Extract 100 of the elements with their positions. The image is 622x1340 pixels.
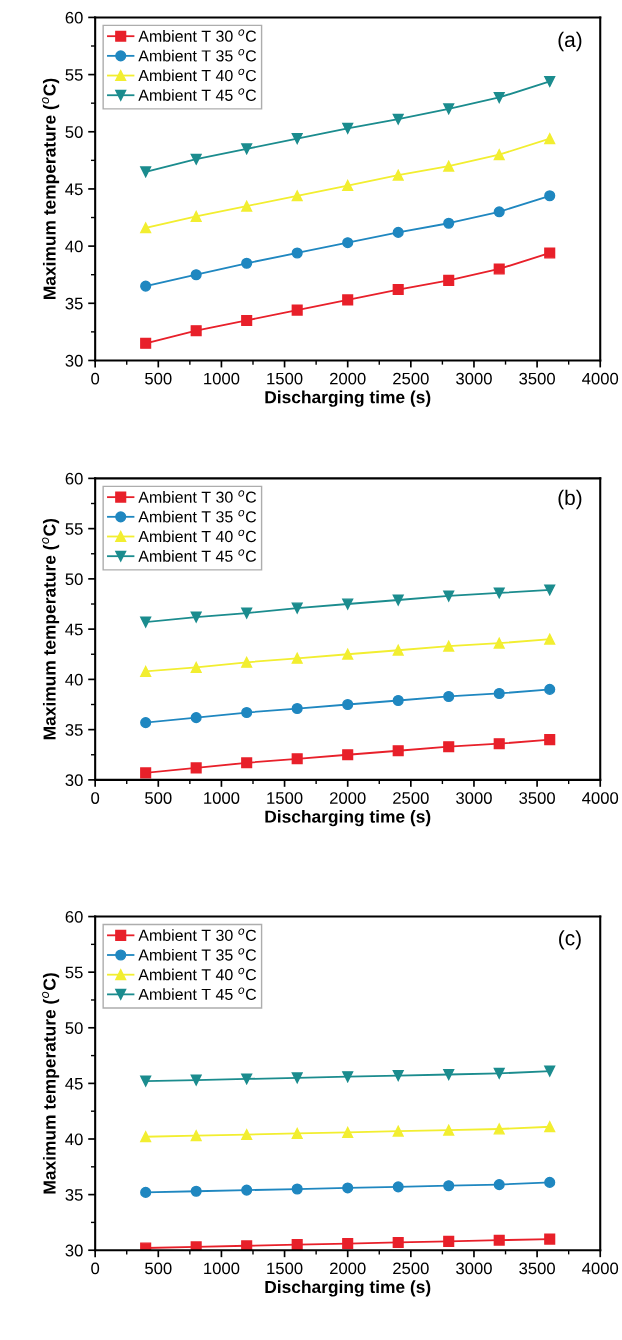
legend-label: Ambient T 30 $^{o}$C	[138, 928, 257, 941]
point	[291, 190, 303, 202]
point	[140, 1131, 152, 1143]
point	[291, 1072, 303, 1084]
y-axis-title: Maximum temperature ($^{o}$C)	[42, 973, 60, 1194]
x-tick-label: 0	[91, 1262, 100, 1275]
point	[342, 598, 354, 610]
point	[392, 745, 404, 757]
x-tick-label: 0	[91, 372, 100, 385]
y-tick-label: 35	[65, 724, 83, 736]
point	[493, 263, 505, 275]
point	[190, 210, 202, 222]
point	[291, 753, 303, 765]
point	[140, 222, 152, 234]
point	[241, 656, 253, 668]
x-tick-label: 3000	[456, 1262, 492, 1275]
point	[190, 1241, 202, 1251]
point	[342, 698, 354, 711]
x-tick-label: 2500	[393, 1262, 429, 1275]
y-tick-label: 55	[65, 69, 83, 81]
point	[140, 717, 152, 729]
x-tick-label: 2000	[330, 792, 366, 804]
y-tick-label: 50	[65, 126, 83, 138]
y-tick-label: 40	[65, 1133, 83, 1146]
point	[291, 602, 303, 614]
point	[392, 644, 404, 656]
x-tick-label: 3500	[519, 792, 555, 804]
y-tick-label: 40	[65, 240, 83, 253]
x-tick-label: 2500	[393, 372, 429, 385]
x-tick-label: 1000	[204, 1262, 240, 1275]
point	[392, 1125, 404, 1137]
legend-label: Ambient T 35 $^{o}$C	[138, 948, 257, 961]
legend-label: Ambient T 45 $^{o}$C	[138, 88, 257, 101]
point	[291, 1239, 303, 1251]
annotation: (c)	[559, 930, 581, 950]
point	[493, 1123, 505, 1135]
point	[291, 304, 303, 316]
point	[140, 616, 152, 628]
point	[493, 587, 505, 599]
point	[544, 75, 556, 88]
x-tick-label: 500	[145, 372, 172, 385]
point	[140, 1186, 152, 1198]
point	[140, 166, 152, 178]
point	[140, 665, 152, 677]
point	[342, 749, 354, 761]
y-axis-title: Maximum temperature ($^{o}$C)	[42, 78, 60, 299]
x-tick-label: 0	[91, 792, 100, 804]
point	[544, 1233, 556, 1245]
point	[190, 611, 202, 623]
point	[493, 1234, 505, 1246]
point	[443, 590, 455, 602]
point	[443, 160, 455, 172]
x-tick-label: 1500	[267, 372, 303, 385]
point	[342, 294, 354, 306]
x-tick-label: 1000	[204, 792, 240, 804]
legend-label: Ambient T 30 $^{o}$C	[138, 29, 257, 42]
y-tick-label: 45	[65, 623, 83, 636]
point	[493, 206, 505, 218]
legend-label: Ambient T 35 $^{o}$C	[138, 509, 257, 523]
legend-label: Ambient T 35 $^{o}$C	[138, 49, 257, 62]
point	[241, 1073, 253, 1085]
point	[392, 1181, 404, 1193]
x-tick-label: 2000	[330, 372, 366, 385]
point	[190, 269, 202, 281]
x-tick-label: 3500	[519, 372, 555, 385]
point	[140, 280, 152, 292]
legend-label: Ambient T 40 $^{o}$C	[138, 529, 257, 543]
point	[140, 1242, 152, 1251]
point	[190, 661, 202, 673]
y-tick-label: 35	[65, 297, 83, 310]
point	[342, 648, 354, 660]
annotation: (a)	[558, 31, 582, 52]
point	[190, 325, 202, 337]
point	[241, 706, 253, 719]
x-tick-label: 4000	[582, 1262, 619, 1275]
y-tick-label: 55	[65, 966, 83, 979]
y-tick-label: 60	[65, 472, 83, 485]
x-axis-title: Discharging time (s)	[265, 390, 431, 407]
point	[190, 153, 202, 165]
point	[443, 1068, 455, 1081]
x-tick-label: 1500	[267, 792, 303, 804]
x-tick-label: 3500	[519, 1262, 555, 1275]
y-tick-label: 30	[65, 354, 83, 367]
point	[190, 1074, 202, 1086]
point	[443, 274, 455, 286]
point	[392, 284, 404, 296]
point	[342, 1126, 354, 1138]
point	[443, 103, 455, 115]
point	[342, 1182, 354, 1194]
point	[241, 607, 253, 619]
y-tick-label: 45	[65, 183, 83, 196]
point	[493, 1067, 505, 1079]
point	[544, 633, 556, 645]
x-tick-label: 3000	[456, 372, 492, 385]
point	[443, 640, 455, 652]
point	[392, 226, 404, 238]
x-axis-title: Discharging time (s)	[265, 810, 431, 827]
point	[392, 1070, 404, 1082]
x-tick-label: 500	[145, 1262, 172, 1275]
point	[241, 143, 253, 155]
